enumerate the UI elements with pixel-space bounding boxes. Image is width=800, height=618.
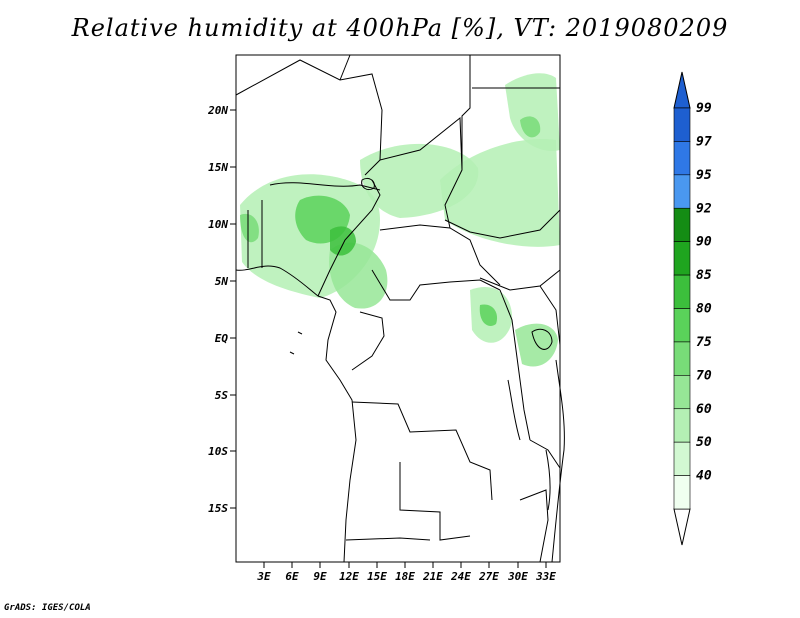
lat-tick-labels: 20N 15N 10N 5N EQ 5S 10S 15S	[207, 104, 228, 515]
lon-label: 18E	[395, 570, 415, 583]
border-mali-niger	[235, 59, 383, 176]
lat-label: 10N	[208, 218, 228, 231]
border-uganda-kenya	[539, 285, 561, 346]
lon-label: 15E	[367, 570, 387, 583]
colorbar-segment	[673, 475, 691, 510]
colorbar: 99 97 95 92 90 85 80 75 70 60 50 40	[673, 71, 712, 546]
lon-label: 3E	[256, 570, 271, 583]
colorbar-label: 80	[696, 302, 712, 317]
lat-ticks	[230, 109, 236, 509]
lon-label: 24E	[450, 570, 471, 583]
lat-label: 5N	[215, 275, 229, 288]
colorbar-label: 85	[696, 268, 712, 283]
colorbar-segment	[673, 274, 691, 309]
map-title: Relative humidity at 400hPa [%], VT: 201…	[71, 14, 729, 42]
map-frame	[230, 54, 561, 568]
plot-border	[235, 54, 561, 563]
lake-tanganyika	[507, 379, 521, 441]
lon-tick-labels: 3E 6E 9E 12E 15E 18E 21E 24E 27E 30E 33E	[256, 570, 556, 583]
colorbar-segment	[673, 408, 691, 443]
colorbar-segment	[673, 207, 691, 242]
lat-label: 20N	[207, 104, 228, 117]
border-nigeria-cameroon	[317, 179, 381, 297]
colorbar-segment	[673, 107, 691, 142]
lon-label: 33E	[535, 570, 556, 583]
humidity-area-northeast	[505, 73, 560, 151]
colorbar-segment	[673, 241, 691, 276]
colorbar-label: 97	[696, 134, 712, 149]
country-borders	[235, 54, 565, 563]
islands-gulf	[289, 331, 303, 355]
grads-credit: GrADS: IGES/COLA	[4, 603, 91, 613]
colorbar-label: 92	[696, 201, 712, 216]
border-sudan-ssudan	[444, 209, 561, 239]
lake-chad	[361, 177, 375, 191]
border-mozambique	[519, 489, 549, 563]
colorbar-segment	[673, 441, 691, 476]
coastline-west	[235, 265, 357, 563]
humidity-core-5	[520, 116, 541, 138]
humidity-core-2	[330, 226, 356, 256]
lon-label: 27E	[478, 570, 499, 583]
colorbar-label: 70	[696, 368, 712, 383]
border-libya-egypt	[461, 55, 471, 170]
lon-label: 21E	[422, 570, 443, 583]
humidity-shading	[240, 73, 560, 367]
border-nigeria-niger	[269, 182, 381, 191]
border-congo-drc	[351, 311, 385, 371]
colorbar-labels: 99 97 95 92 90 85 80 75 70 60 50 40	[696, 101, 712, 484]
colorbar-label: 75	[696, 335, 712, 350]
lake-victoria	[531, 328, 553, 350]
lon-ticks	[263, 562, 547, 568]
colorbar-label: 40	[696, 469, 712, 484]
colorbar-label: 95	[696, 168, 712, 183]
colorbar-segment	[673, 341, 691, 376]
humidity-core-3	[479, 304, 498, 326]
colorbar-segments	[673, 107, 691, 510]
border-tanzania	[529, 439, 561, 469]
colorbar-bottom-arrow	[673, 508, 691, 546]
colorbar-top-arrow	[673, 71, 691, 109]
coastline-east	[551, 359, 565, 563]
border-algeria-libya	[339, 54, 351, 81]
border-chad-car	[379, 224, 501, 286]
lon-label: 6E	[285, 570, 299, 583]
colorbar-segment	[673, 141, 691, 176]
border-drc-east	[499, 289, 531, 441]
border-drc-angola	[351, 401, 493, 501]
colorbar-segment	[673, 375, 691, 410]
lat-label: 10S	[208, 445, 228, 458]
lat-label: EQ	[215, 332, 229, 345]
border-ssudan-uganda	[479, 269, 561, 291]
lat-label: 15N	[208, 161, 228, 174]
border-zambia-namibia	[345, 537, 431, 541]
lat-label: 15S	[208, 502, 228, 515]
humidity-area-sudan	[440, 139, 560, 247]
border-angola-zambia	[399, 462, 471, 541]
lake-malawi	[545, 449, 551, 511]
lon-label: 9E	[313, 570, 327, 583]
colorbar-label: 50	[696, 435, 712, 450]
colorbar-segment	[673, 174, 691, 209]
border-chad-sudan	[379, 116, 463, 229]
colorbar-label: 99	[696, 101, 712, 116]
humidity-area-cameroon	[329, 242, 388, 309]
border-car-drc	[371, 269, 501, 301]
colorbar-label: 90	[696, 235, 712, 250]
colorbar-segment	[673, 308, 691, 343]
lon-label: 12E	[339, 570, 359, 583]
humidity-core-4	[240, 213, 259, 243]
colorbar-label: 60	[696, 402, 712, 417]
lat-label: 5S	[215, 389, 229, 402]
lon-label: 30E	[507, 570, 528, 583]
